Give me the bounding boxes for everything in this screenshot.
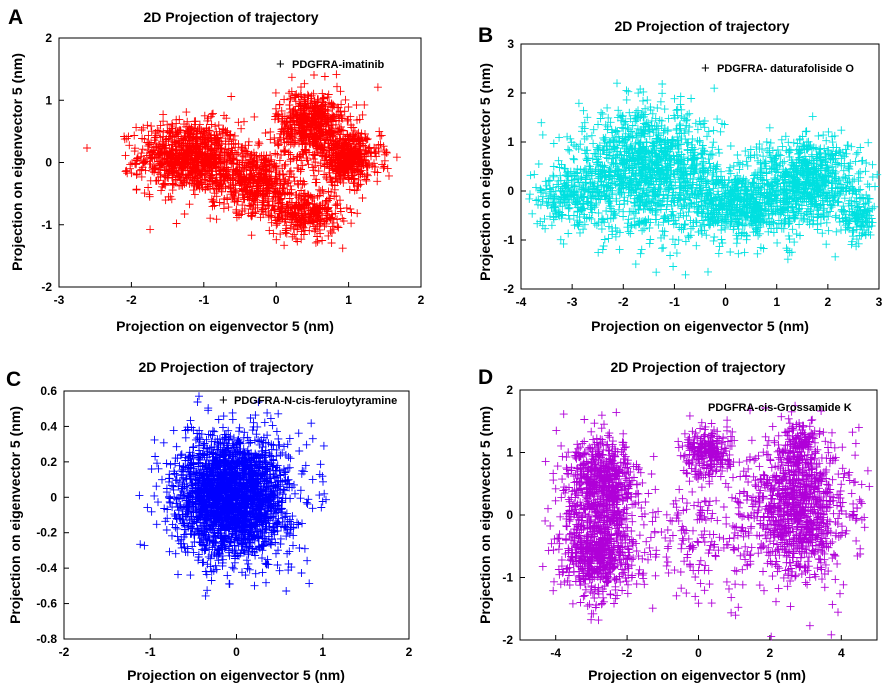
legend-label: PDGFRA-cis-Grossamide K bbox=[708, 402, 852, 414]
x-tick-label: 0 bbox=[233, 645, 240, 659]
legend: + PDGFRA-N-cis-feruloytyramine bbox=[219, 392, 397, 409]
chart-title: 2D Projection of trajectory bbox=[138, 359, 313, 375]
x-axis-label: Projection on eigenvector 5 (nm) bbox=[127, 667, 345, 683]
x-tick-label: 0 bbox=[722, 295, 729, 309]
scatter-series bbox=[538, 401, 874, 641]
y-tick-label: 0.6 bbox=[40, 384, 57, 398]
y-tick-label: 2 bbox=[45, 31, 52, 45]
panel-b: B 2D Projection of trajectory -4 -3 -2 -1 0 1… bbox=[477, 18, 883, 334]
plot-frame bbox=[520, 43, 880, 290]
legend: + PDGFRA-imatinib bbox=[276, 56, 385, 73]
scatter-series bbox=[135, 392, 330, 600]
x-tick-label: 3 bbox=[876, 295, 883, 309]
legend-marker: + bbox=[276, 56, 285, 73]
x-tick-label: -3 bbox=[54, 293, 65, 307]
legend-marker: + bbox=[219, 392, 228, 409]
y-tick-label: 0 bbox=[50, 490, 57, 504]
scatter-points bbox=[538, 401, 874, 641]
panel-letter-c: C bbox=[6, 368, 21, 391]
scatter-series bbox=[525, 79, 882, 279]
x-tick-label: -2 bbox=[126, 293, 137, 307]
y-tick-label: 1 bbox=[45, 93, 52, 107]
legend-label: PDGFRA- daturafoliside O bbox=[717, 63, 854, 75]
x-tick-label: -1 bbox=[669, 295, 680, 309]
x-axis-label: Projection on eigenvector 5 (nm) bbox=[591, 318, 809, 334]
x-axis-label: Projection on eigenvector 5 (nm) bbox=[116, 318, 334, 334]
y-tick-label: -2 bbox=[503, 282, 514, 296]
panel-letter-b: B bbox=[478, 24, 493, 47]
y-tick-label: -0.2 bbox=[36, 526, 57, 540]
scatter-points bbox=[83, 70, 401, 253]
x-tick-label: 4 bbox=[838, 646, 845, 660]
legend-label: PDGFRA-imatinib bbox=[292, 59, 385, 71]
y-tick-label: 0 bbox=[506, 508, 513, 522]
y-tick-label: 1 bbox=[507, 135, 514, 149]
y-tick-label: -2 bbox=[502, 633, 513, 647]
y-axis-label: Projection on eigenvector 5 (nm) bbox=[477, 406, 493, 624]
x-tick-label: -1 bbox=[145, 645, 156, 659]
y-tick-label: -0.6 bbox=[36, 597, 57, 611]
x-tick-label: 1 bbox=[773, 295, 780, 309]
x-tick-label: -1 bbox=[198, 293, 209, 307]
y-tick-label: 0.2 bbox=[40, 455, 57, 469]
panel-letter-d: D bbox=[478, 366, 493, 389]
panel-d: D 2D Projection of trajectory -4 -2 0 2 4-2-… bbox=[477, 359, 878, 683]
panel-c: C 2D Projection of trajectory -2 -1 0 1 2 -0.… bbox=[6, 359, 413, 683]
y-tick-label: -1 bbox=[41, 218, 52, 232]
x-tick-label: -4 bbox=[550, 646, 561, 660]
y-tick-label: 3 bbox=[507, 37, 514, 51]
x-tick-label: -4 bbox=[516, 295, 527, 309]
chart-title: 2D Projection of trajectory bbox=[143, 9, 318, 25]
x-tick-label: 2 bbox=[418, 293, 425, 307]
scatter-points bbox=[525, 79, 882, 279]
y-axis-label: Projection on eigenvector 5 (nm) bbox=[477, 63, 493, 281]
x-tick-label: 1 bbox=[319, 645, 326, 659]
x-tick-label: 2 bbox=[767, 646, 774, 660]
axis-ticks: -4 -2 0 2 4 -2 -1 0 1 2 bbox=[502, 383, 845, 660]
legend: + PDGFRA- daturafoliside O bbox=[701, 60, 854, 77]
y-axis-label: Projection on eigenvector 5 (nm) bbox=[9, 53, 25, 271]
y-tick-label: -1 bbox=[503, 233, 514, 247]
y-axis-label: Projection on eigenvector 5 (nm) bbox=[7, 406, 23, 624]
y-tick-label: 0 bbox=[507, 184, 514, 198]
x-tick-label: 1 bbox=[345, 293, 352, 307]
legend: PDGFRA-cis-Grossamide K bbox=[708, 402, 852, 414]
scatter-series bbox=[83, 70, 401, 253]
y-tick-label: 2 bbox=[507, 86, 514, 100]
y-tick-label: -1 bbox=[502, 571, 513, 585]
legend-marker: + bbox=[701, 60, 710, 77]
x-axis-label: Projection on eigenvector 5 (nm) bbox=[588, 667, 806, 683]
chart-title: 2D Projection of trajectory bbox=[614, 18, 789, 34]
x-tick-label: -3 bbox=[567, 295, 578, 309]
x-tick-label: 0 bbox=[695, 646, 702, 660]
y-tick-label: 0 bbox=[45, 156, 52, 170]
scatter-points bbox=[135, 392, 330, 600]
x-tick-label: -2 bbox=[59, 645, 70, 659]
y-tick-label: 1 bbox=[506, 446, 513, 460]
y-tick-label: -2 bbox=[41, 280, 52, 294]
x-tick-label: -2 bbox=[618, 295, 629, 309]
x-tick-label: 2 bbox=[406, 645, 413, 659]
y-tick-label: 2 bbox=[506, 383, 513, 397]
y-tick-label: -0.4 bbox=[36, 561, 57, 575]
y-tick-label: 0.4 bbox=[40, 419, 57, 433]
x-tick-label: -2 bbox=[622, 646, 633, 660]
y-tick-label: -0.8 bbox=[36, 632, 57, 646]
axis-ticks: -4 -3 -2 -1 0 1 2 3 -2 -1 0 1 2 3 bbox=[503, 37, 882, 309]
panel-a: A 2D Projection of trajectory -3 -2 -1 0 1 2-… bbox=[8, 6, 425, 334]
x-tick-label: 2 bbox=[825, 295, 832, 309]
x-tick-label: 0 bbox=[273, 293, 280, 307]
panel-letter-a: A bbox=[8, 6, 23, 29]
chart-title: 2D Projection of trajectory bbox=[610, 359, 785, 375]
axis-ticks: -2 -1 0 1 2 -0.8 -0.6 -0.4 -0.2 0 0.2 0.4 0.6 bbox=[36, 384, 412, 659]
legend-label: PDGFRA-N-cis-feruloytyramine bbox=[234, 395, 397, 407]
